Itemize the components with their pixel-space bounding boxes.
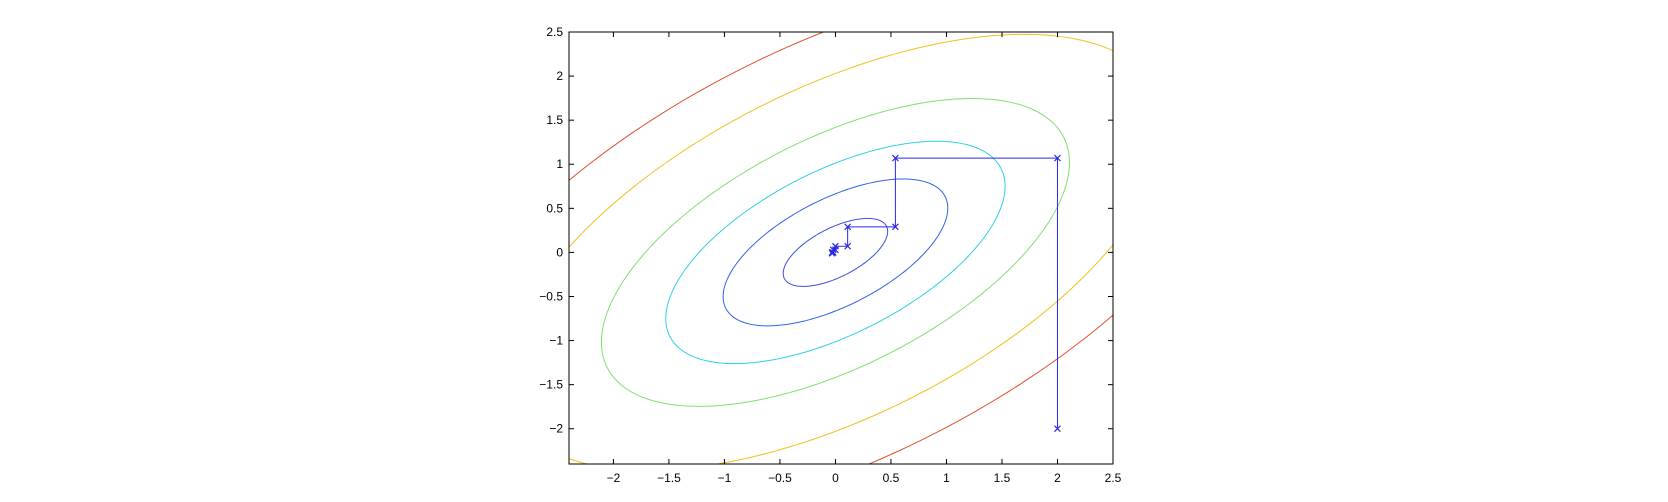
path-marker	[828, 249, 836, 257]
x-tick-label: 2.5	[1105, 471, 1122, 485]
x-tick-label: 0.5	[883, 471, 900, 485]
path-marker	[828, 248, 836, 256]
path-marker	[1054, 425, 1061, 433]
x-tick-label: −0.5	[768, 471, 792, 485]
y-tick-label: −0.5	[539, 289, 563, 303]
contour-line-2	[722, 178, 949, 327]
y-tick-label: −2	[549, 422, 563, 436]
x-tick-label: 2	[1054, 471, 1061, 485]
plot-frame	[568, 31, 1114, 465]
path-marker	[844, 223, 852, 231]
optimization-path	[828, 154, 1061, 433]
y-tick-label: 2	[556, 69, 563, 83]
path-marker	[844, 242, 852, 250]
x-tick-label: 0	[832, 471, 839, 485]
contour-line-1	[782, 217, 889, 287]
path-marker	[1054, 154, 1061, 162]
y-tick-label: −1.5	[539, 378, 563, 392]
path-marker	[891, 154, 899, 162]
y-tick-label: 1.5	[546, 113, 563, 127]
y-tick-label: 0	[556, 245, 563, 259]
contour-line-3	[665, 140, 1006, 365]
x-tick-label: −2	[607, 471, 621, 485]
y-tick-label: −1	[549, 334, 563, 348]
y-tick-label: 1	[556, 157, 563, 171]
x-tick-label: 1.5	[994, 471, 1011, 485]
contour-lines	[569, 32, 1113, 464]
x-axis: −2 −1.5 −1 −0.5 0 0.5 1 1.5 2 2.5	[607, 32, 1122, 485]
y-axis: −2 −1.5 −1 −0.5 0 0.5 1 1.5 2 2.5	[539, 25, 1113, 436]
x-tick-label: −1.5	[657, 471, 681, 485]
y-tick-label: 2.5	[546, 25, 563, 39]
contour-line-5	[569, 33, 1113, 464]
contour-line-4	[600, 97, 1070, 407]
x-tick-label: 1	[943, 471, 950, 485]
y-tick-label: 0.5	[546, 201, 563, 215]
path-line	[831, 157, 1058, 429]
x-tick-label: −1	[718, 471, 732, 485]
path-marker	[891, 223, 899, 231]
